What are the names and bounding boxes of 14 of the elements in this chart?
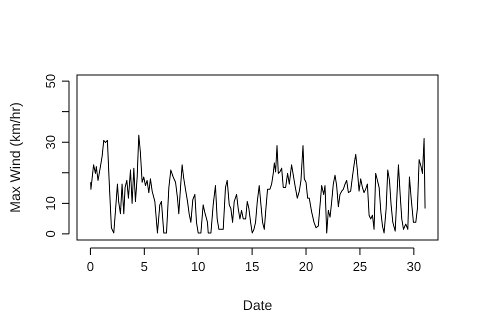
x-tick-label: 20	[298, 259, 314, 274]
x-tick-label: 15	[244, 259, 260, 274]
y-tick-label: 50	[43, 74, 58, 88]
y-tick-label: 0	[43, 230, 58, 238]
x-tick-label: 0	[86, 259, 94, 274]
y-axis-title: Max Wind (km/hr)	[7, 102, 23, 213]
x-tick-label: 10	[190, 259, 206, 274]
x-tick-label: 30	[406, 259, 422, 274]
x-axis-title: Date	[242, 297, 272, 313]
x-tick-label: 5	[140, 259, 148, 274]
line-series	[90, 134, 426, 234]
y-tick-label: 30	[43, 134, 58, 150]
x-tick-label: 25	[352, 259, 368, 274]
y-tick-label: 10	[43, 196, 58, 211]
